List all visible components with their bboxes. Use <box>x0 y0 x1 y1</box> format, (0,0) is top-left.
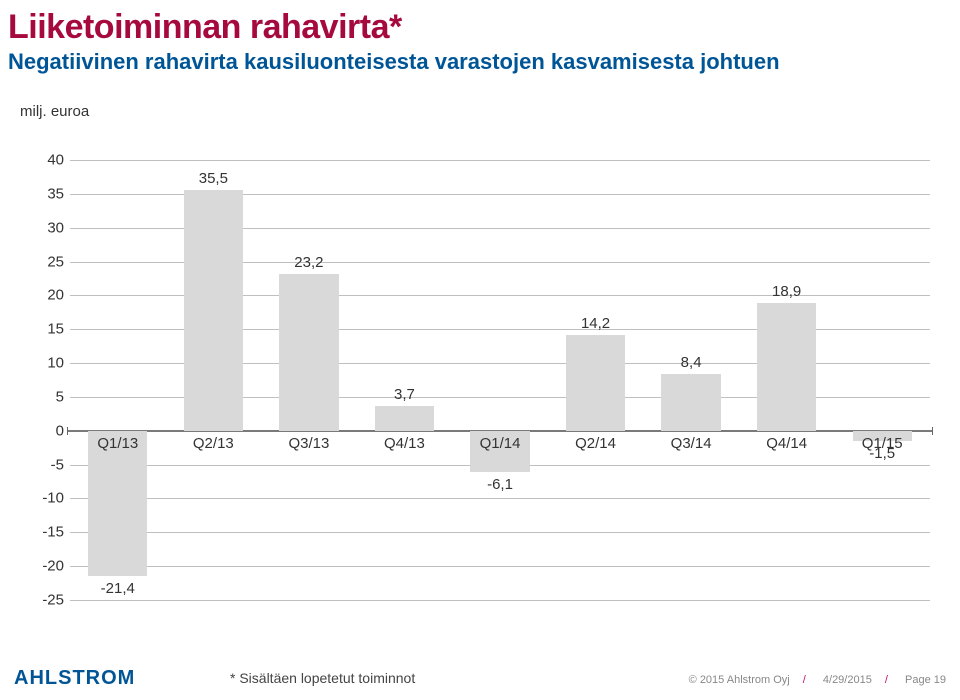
x-tick: Q3/14 <box>671 435 712 452</box>
y-tick: 10 <box>20 355 64 372</box>
logo: AHLSTROM <box>14 667 135 690</box>
chart-container: -25-20-15-10-50510152025303540 -21,4Q1/1… <box>20 160 940 600</box>
bar-label: 14,2 <box>581 315 610 332</box>
x-tick: Q2/13 <box>193 435 234 452</box>
copyright-text: © 2015 Ahlstrom Oyj <box>689 674 790 686</box>
x-tick: Q4/13 <box>384 435 425 452</box>
y-tick: 25 <box>20 253 64 270</box>
date-text: 4/29/2015 <box>823 674 872 686</box>
footer: AHLSTROM * Sisältäen lopetetut toiminnot… <box>0 652 960 700</box>
y-tick: -20 <box>20 558 64 575</box>
y-tick: 40 <box>20 152 64 169</box>
y-tick: -25 <box>20 592 64 609</box>
gridline <box>70 566 930 567</box>
y-tick: 15 <box>20 321 64 338</box>
y-axis-label: milj. euroa <box>0 75 960 120</box>
gridline <box>70 498 930 499</box>
x-tick: Q3/13 <box>288 435 329 452</box>
divider-icon: / <box>885 674 888 686</box>
bar <box>757 303 816 431</box>
gridline <box>70 532 930 533</box>
page-subtitle: Negatiivinen rahavirta kausiluonteisesta… <box>0 47 960 75</box>
bar-label: -6,1 <box>487 476 513 493</box>
bar-label: -21,4 <box>101 580 135 597</box>
gridline <box>70 600 930 601</box>
plot-area: -21,4 Q1/13 35,5 Q2/13 23,2 Q3/13 3,7 Q4/13 -6,1… <box>70 160 930 600</box>
bar <box>184 190 243 430</box>
x-tick: Q1/15 <box>862 435 903 452</box>
bar-label: 23,2 <box>294 254 323 271</box>
bar <box>279 274 338 431</box>
bar <box>88 431 147 576</box>
page-title: Liiketoiminnan rahavirta* <box>0 0 960 47</box>
x-tick: Q4/14 <box>766 435 807 452</box>
bar-label: 35,5 <box>199 170 228 187</box>
x-tick: Q1/14 <box>480 435 521 452</box>
y-tick: -10 <box>20 490 64 507</box>
bar-label: 3,7 <box>394 386 415 403</box>
x-tick: Q1/13 <box>97 435 138 452</box>
y-tick: -5 <box>20 456 64 473</box>
y-tick: 5 <box>20 388 64 405</box>
y-tick: 35 <box>20 185 64 202</box>
copyright: © 2015 Ahlstrom Oyj / 4/29/2015 / Page 1… <box>679 674 946 686</box>
x-tick: Q2/14 <box>575 435 616 452</box>
page-number: Page 19 <box>905 674 946 686</box>
gridline <box>70 160 930 161</box>
footnote: * Sisältäen lopetetut toiminnot <box>230 670 415 686</box>
bar-label: 18,9 <box>772 283 801 300</box>
y-tick: 20 <box>20 287 64 304</box>
bar <box>375 406 434 431</box>
y-tick: 0 <box>20 422 64 439</box>
bar <box>566 335 625 431</box>
y-tick: -15 <box>20 524 64 541</box>
divider-icon: / <box>803 674 806 686</box>
y-tick: 30 <box>20 219 64 236</box>
bar <box>661 374 720 431</box>
bar-label: 8,4 <box>681 354 702 371</box>
